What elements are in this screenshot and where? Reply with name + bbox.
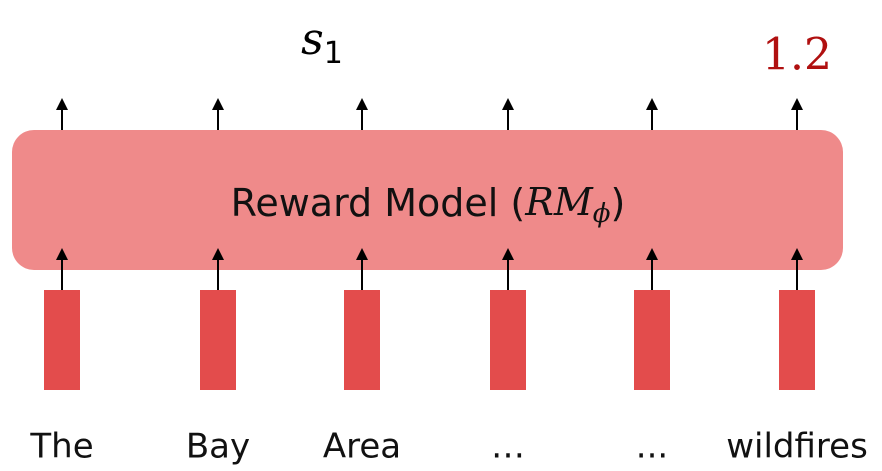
token-label: Bay: [186, 427, 250, 467]
token-embedding: [634, 290, 670, 390]
token-embedding: [344, 290, 380, 390]
token-label: …: [491, 427, 525, 467]
token-embedding: [490, 290, 526, 390]
token-columns: The Bay Area …... wildfires: [29, 98, 868, 467]
token-embedding: [779, 290, 815, 390]
token-label: wildfires: [726, 427, 868, 467]
reward-model-label: Reward Model (RMϕ): [231, 180, 626, 230]
token-label: ...: [636, 427, 668, 467]
score-label: s1: [301, 14, 343, 71]
token-embedding: [44, 290, 80, 390]
token-embedding: [200, 290, 236, 390]
reward-model-box: [12, 130, 843, 270]
token-label: Area: [323, 427, 401, 467]
token-label: The: [29, 427, 93, 467]
reward-value: 1.2: [762, 30, 832, 81]
